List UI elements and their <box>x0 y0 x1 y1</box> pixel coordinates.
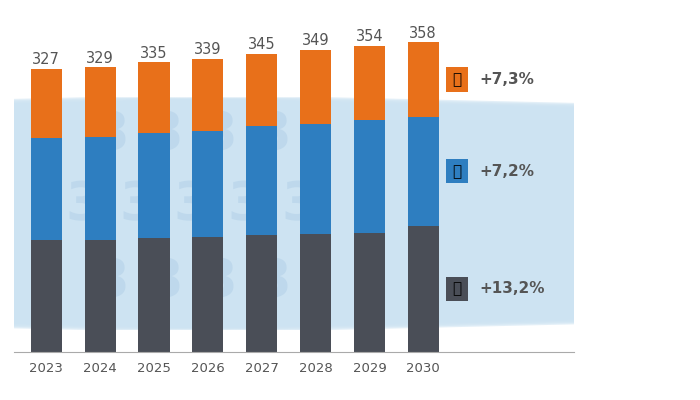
Text: 3: 3 <box>66 179 102 231</box>
Bar <box>354 46 385 120</box>
Text: 358: 358 <box>410 26 437 41</box>
Bar <box>31 240 62 352</box>
Bar <box>31 138 62 240</box>
Bar <box>446 277 468 301</box>
Polygon shape <box>0 166 700 261</box>
Polygon shape <box>0 166 700 261</box>
Polygon shape <box>0 97 700 192</box>
Text: 345: 345 <box>248 37 276 52</box>
Bar <box>85 137 116 240</box>
Bar <box>354 120 385 233</box>
Bar <box>246 54 277 126</box>
Bar <box>300 124 331 234</box>
Polygon shape <box>0 235 700 330</box>
Text: 335: 335 <box>140 46 168 60</box>
Bar <box>407 226 439 352</box>
Bar <box>407 117 439 226</box>
Polygon shape <box>0 166 700 261</box>
Polygon shape <box>0 97 700 192</box>
Text: +7,2%: +7,2% <box>480 164 535 179</box>
Bar <box>139 133 169 238</box>
Text: 3: 3 <box>281 179 318 231</box>
Bar <box>246 235 277 352</box>
Polygon shape <box>0 166 700 261</box>
Text: 3: 3 <box>92 257 130 309</box>
Polygon shape <box>0 235 700 330</box>
Text: 🐄: 🐄 <box>453 72 462 87</box>
Text: 329: 329 <box>86 51 114 66</box>
Text: 3: 3 <box>228 179 264 231</box>
Text: 349: 349 <box>302 34 330 48</box>
Text: 3: 3 <box>146 110 183 162</box>
Bar <box>300 50 331 124</box>
Text: 3: 3 <box>254 257 290 309</box>
Bar <box>193 237 223 352</box>
Text: 3: 3 <box>120 179 156 231</box>
Text: 3: 3 <box>146 257 183 309</box>
Bar <box>246 126 277 235</box>
Bar <box>354 233 385 352</box>
Bar <box>446 159 468 183</box>
Bar <box>85 68 116 137</box>
Polygon shape <box>0 235 700 330</box>
Text: 3: 3 <box>200 257 237 309</box>
Text: +13,2%: +13,2% <box>480 281 545 296</box>
Text: 327: 327 <box>32 52 60 68</box>
Text: 3: 3 <box>174 179 210 231</box>
Bar <box>139 62 169 133</box>
Text: 3: 3 <box>200 110 237 162</box>
Polygon shape <box>0 97 700 192</box>
Bar <box>446 68 468 92</box>
Bar <box>139 238 169 352</box>
Bar <box>31 69 62 138</box>
Text: 🐖: 🐖 <box>453 164 462 179</box>
Text: 354: 354 <box>356 29 383 44</box>
Polygon shape <box>0 235 700 330</box>
Text: 🐔: 🐔 <box>453 281 462 296</box>
Text: +7,3%: +7,3% <box>480 72 535 87</box>
Polygon shape <box>0 97 700 192</box>
Polygon shape <box>0 166 700 261</box>
Bar <box>193 130 223 237</box>
Polygon shape <box>0 166 700 261</box>
Text: 3: 3 <box>254 110 290 162</box>
Polygon shape <box>0 235 700 330</box>
Text: 3: 3 <box>92 110 130 162</box>
Bar <box>193 59 223 130</box>
Bar <box>300 234 331 352</box>
Bar <box>85 240 116 352</box>
Text: 339: 339 <box>194 42 222 57</box>
Polygon shape <box>0 97 700 192</box>
Bar <box>407 42 439 117</box>
